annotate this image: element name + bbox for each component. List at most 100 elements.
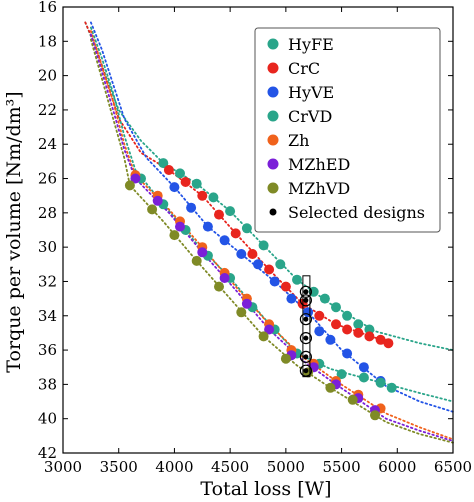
selected-design-point xyxy=(303,289,309,295)
legend-label: MZhED xyxy=(288,155,350,174)
data-point-series-0 xyxy=(353,319,364,330)
data-point-series-6 xyxy=(169,230,180,241)
data-point-series-1 xyxy=(331,319,341,330)
y-tick-label: 22 xyxy=(38,101,57,119)
data-point-series-1 xyxy=(353,327,364,338)
data-point-series-1 xyxy=(230,228,241,239)
data-point-series-2 xyxy=(286,293,297,304)
data-point-series-6 xyxy=(258,331,269,342)
legend: HyFE CrC HyVE CrVD Zh MZhED MZhVD Selected desi… xyxy=(254,27,441,233)
y-tick-label: 28 xyxy=(38,204,57,222)
data-point-series-2 xyxy=(342,348,353,359)
x-tick-label: 6500 xyxy=(434,458,472,476)
legend-marker xyxy=(267,110,279,122)
selected-design-markers xyxy=(299,275,312,378)
data-point-series-0 xyxy=(331,302,341,313)
x-tick-label: 3500 xyxy=(100,458,138,476)
data-point-series-2 xyxy=(314,326,325,337)
data-point-series-6 xyxy=(280,353,291,364)
data-point-series-3 xyxy=(336,369,347,380)
selected-design-ring xyxy=(299,294,312,307)
data-point-series-5 xyxy=(152,195,163,206)
data-point-series-0 xyxy=(175,168,185,179)
y-tick-label: 20 xyxy=(38,67,57,85)
legend-marker xyxy=(267,134,279,146)
legend-marker xyxy=(267,86,279,98)
data-point-series-0 xyxy=(158,158,169,169)
data-point-series-5 xyxy=(130,173,141,184)
x-tick-label: 5000 xyxy=(267,458,305,476)
trend-line-4 xyxy=(90,30,454,441)
x-tick-label: 4500 xyxy=(211,458,249,476)
legend-marker xyxy=(269,208,277,216)
data-point-series-0 xyxy=(275,259,286,270)
data-point-series-2 xyxy=(219,235,230,246)
axis-ticks: 3000 3500 4000 4500 5000 5500 6000 6500 16 18 20 22… xyxy=(38,0,472,476)
legend-label: Zh xyxy=(288,131,309,150)
data-point-series-5 xyxy=(175,221,185,232)
legend-label: HyVE xyxy=(288,83,334,102)
selected-design-point xyxy=(303,354,309,360)
data-point-series-1 xyxy=(180,177,191,187)
data-point-series-6 xyxy=(325,382,336,393)
data-point-series-2 xyxy=(202,221,213,232)
data-point-series-1 xyxy=(342,324,353,335)
x-tick-label: 4000 xyxy=(155,458,193,476)
data-point-series-0 xyxy=(292,274,302,285)
data-point-series-3 xyxy=(358,372,369,383)
y-tick-label: 32 xyxy=(38,272,57,290)
data-point-series-1 xyxy=(280,281,291,292)
data-point-series-0 xyxy=(225,206,236,217)
data-point-series-0 xyxy=(258,240,269,251)
y-axis-label: Torque per volume [Nm/dm³] xyxy=(3,91,25,372)
legend-label: CrVD xyxy=(288,107,332,126)
data-point-series-5 xyxy=(264,324,275,335)
data-point-series-5 xyxy=(197,247,208,258)
legend-label: MZhVD xyxy=(288,179,350,198)
data-point-series-2 xyxy=(358,362,369,373)
y-tick-label: 36 xyxy=(38,341,57,359)
data-point-series-6 xyxy=(347,394,358,405)
data-point-series-1 xyxy=(163,165,174,175)
data-point-series-1 xyxy=(197,190,208,201)
selected-design-point xyxy=(303,297,309,303)
y-tick-label: 24 xyxy=(38,135,57,153)
selected-design-ring xyxy=(299,350,312,363)
x-tick-label: 5500 xyxy=(322,458,360,476)
data-point-series-0 xyxy=(342,310,353,321)
data-point-series-6 xyxy=(236,307,247,318)
data-point-series-6 xyxy=(147,204,158,215)
selected-design-point xyxy=(303,316,309,322)
y-tick-label: 42 xyxy=(38,444,57,462)
data-point-series-3 xyxy=(386,382,397,393)
y-tick-label: 38 xyxy=(38,375,57,393)
data-point-series-6 xyxy=(124,180,135,191)
selected-designs-box xyxy=(302,275,311,378)
legend-marker xyxy=(267,158,279,170)
data-point-series-1 xyxy=(314,310,325,321)
data-point-series-6 xyxy=(370,410,380,421)
y-tick-label: 26 xyxy=(38,170,57,188)
selected-design-ring xyxy=(299,332,312,345)
data-point-series-0 xyxy=(191,178,202,189)
selected-design-ring xyxy=(299,313,312,326)
legend-label: CrC xyxy=(288,59,320,78)
legend-marker xyxy=(267,62,279,74)
data-point-series-2 xyxy=(325,334,336,345)
data-point-series-1 xyxy=(375,334,386,345)
legend-label: Selected designs xyxy=(288,203,425,222)
selected-design-ring xyxy=(299,285,312,298)
data-point-series-2 xyxy=(253,259,263,270)
legend-box xyxy=(254,27,441,233)
selected-design-point xyxy=(303,368,309,374)
x-axis-label: Total loss [W] xyxy=(200,478,331,500)
legend-marker xyxy=(267,38,279,50)
data-point-series-0 xyxy=(208,192,219,203)
data-point-series-2 xyxy=(269,276,280,287)
data-points xyxy=(124,158,397,421)
x-tick-label: 6000 xyxy=(378,458,416,476)
data-point-series-2 xyxy=(236,249,247,259)
y-tick-label: 18 xyxy=(38,32,57,50)
data-point-series-5 xyxy=(219,273,230,283)
